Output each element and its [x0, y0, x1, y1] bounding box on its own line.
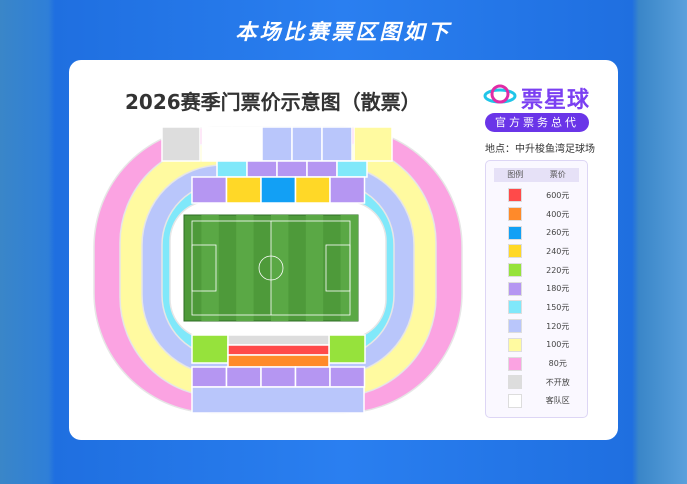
brand-name: 票星球 [521, 88, 591, 113]
legend-swatch [508, 356, 523, 371]
legend-row: 客队区 [494, 392, 579, 411]
seat-section[interactable] [191, 386, 365, 414]
official-agent-badge: 官方票务总代 [485, 113, 589, 132]
seat-section[interactable] [336, 160, 368, 178]
seat-section[interactable] [191, 366, 228, 388]
legend-swatch [508, 393, 523, 408]
legend-row: 120元 [494, 317, 579, 336]
legend-swatch [508, 300, 523, 315]
legend-row: 150元 [494, 298, 579, 317]
legend-row: 600元 [494, 186, 579, 205]
seat-section[interactable] [276, 160, 308, 178]
seat-section[interactable] [216, 160, 248, 178]
seat-section[interactable] [191, 334, 229, 364]
seat-section[interactable] [227, 354, 330, 368]
legend-row: 260元 [494, 223, 579, 242]
seat-section[interactable] [161, 126, 201, 162]
legend-price: 80元 [548, 359, 567, 369]
legend-swatch [508, 281, 523, 296]
legend-row: 100元 [494, 336, 579, 355]
legend-price: 120元 [546, 321, 570, 331]
legend-price: 260元 [546, 228, 570, 238]
seat-section[interactable] [227, 334, 330, 346]
seat-section[interactable] [261, 126, 293, 162]
seat-section[interactable] [328, 334, 366, 364]
legend-price: 100元 [546, 340, 570, 350]
legend-price: 400元 [546, 209, 570, 219]
legend-price: 600元 [546, 190, 570, 200]
legend-swatch [508, 188, 523, 203]
seat-section[interactable] [225, 176, 262, 204]
legend-swatch [508, 244, 523, 259]
legend-swatch [508, 337, 523, 352]
legend-row: 400元 [494, 205, 579, 224]
legend-swatch [508, 207, 523, 222]
seat-section[interactable] [201, 126, 233, 162]
legend-price: 180元 [546, 284, 570, 294]
seat-section[interactable] [260, 366, 297, 388]
football-pitch [183, 214, 359, 322]
legend-row: 220元 [494, 261, 579, 280]
legend-row: 不开放 [494, 373, 579, 392]
seat-section[interactable] [225, 366, 262, 388]
seat-section[interactable] [353, 126, 393, 162]
venue-label: 地点：中升梭鱼湾足球场 [485, 144, 595, 155]
legend-row: 80元 [494, 354, 579, 373]
seat-section[interactable] [231, 126, 263, 162]
seat-section[interactable] [329, 366, 366, 388]
page-header: 本场比赛票区图如下 [235, 20, 452, 44]
seat-section[interactable] [227, 344, 330, 356]
seat-section[interactable] [260, 176, 297, 204]
legend-swatch [508, 375, 523, 390]
seat-section[interactable] [306, 160, 338, 178]
brand-logo: 票星球 [483, 82, 590, 114]
seat-section[interactable] [191, 176, 228, 204]
price-col-header: 票价 [549, 170, 566, 179]
price-legend: 图例 票价 600元 400元 260元 240元 220元 180元 150元 120元 100… [485, 160, 588, 418]
legend-row: 180元 [494, 279, 579, 298]
legend-row: 240元 [494, 242, 579, 261]
legend-price: 不开放 [545, 377, 570, 387]
seat-section[interactable] [294, 366, 331, 388]
legend-swatch [508, 319, 523, 334]
planet-logo-icon [483, 83, 517, 113]
legend-swatch [508, 263, 523, 278]
legend-price: 220元 [546, 265, 570, 275]
legend-swatch [508, 225, 523, 240]
legend-price: 客队区 [545, 396, 570, 406]
legend-col-header: 图例 [507, 170, 524, 179]
seat-section[interactable] [321, 126, 353, 162]
seat-map-card: 2026赛季门票价示意图（散票） 票星球 官方票务总代 地点：中升梭鱼湾足球场 … [69, 60, 618, 440]
seat-section[interactable] [329, 176, 366, 204]
seat-section[interactable] [294, 176, 331, 204]
legend-price: 240元 [546, 246, 570, 256]
stadium-map [93, 126, 463, 414]
legend-price: 150元 [546, 302, 570, 312]
map-title: 2026赛季门票价示意图（散票） [125, 90, 421, 114]
seat-section[interactable] [291, 126, 323, 162]
seat-section[interactable] [246, 160, 278, 178]
